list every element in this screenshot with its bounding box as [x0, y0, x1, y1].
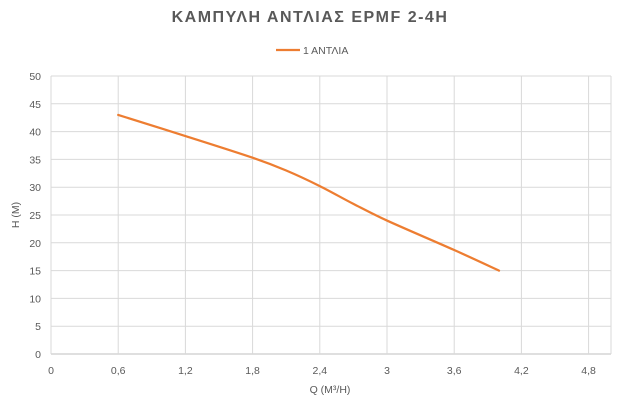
- x-axis-label: Q (M³/H): [310, 384, 351, 396]
- y-axis-ticks: 0 5 10 15 20 25 30 35 40 45 50: [29, 71, 41, 361]
- y-axis-label: H (M): [10, 202, 22, 228]
- y-tick-label: 30: [29, 182, 41, 194]
- x-tick-label: 0,6: [111, 365, 126, 377]
- x-tick-label: 1,8: [245, 365, 260, 377]
- chart-title: ΚΑΜΠΥΛΗ ΑΝΤΛΙΑΣ ΕΡΜF 2-4H: [172, 9, 449, 26]
- legend-label: 1 ΑΝΤΛΙΑ: [303, 45, 348, 57]
- grid: [50, 75, 612, 355]
- series-line-0: [117, 113, 501, 272]
- x-tick-label: 0: [48, 365, 54, 377]
- x-tick-label: 2,4: [312, 365, 327, 377]
- x-axis-ticks: 0 0,6 1,2 1,8 2,4 3 3,6 4,2 4,8: [48, 365, 596, 377]
- y-tick-label: 35: [29, 154, 41, 166]
- y-tick-label: 10: [29, 293, 41, 305]
- x-tick-label: 1,2: [178, 365, 193, 377]
- x-tick-label: 4,2: [514, 365, 529, 377]
- y-tick-label: 0: [35, 349, 41, 361]
- y-tick-label: 25: [29, 210, 41, 222]
- y-tick-label: 40: [29, 127, 41, 139]
- y-tick-label: 5: [35, 321, 41, 333]
- x-tick-label: 3,6: [447, 365, 462, 377]
- series-layer: [117, 113, 501, 272]
- x-tick-label: 3: [384, 365, 390, 377]
- legend: 1 ΑΝΤΛΙΑ: [276, 45, 348, 57]
- y-tick-label: 15: [29, 266, 41, 278]
- y-tick-label: 20: [29, 238, 41, 250]
- y-tick-label: 50: [29, 71, 41, 83]
- y-tick-label: 45: [29, 99, 41, 111]
- x-tick-label: 4,8: [581, 365, 596, 377]
